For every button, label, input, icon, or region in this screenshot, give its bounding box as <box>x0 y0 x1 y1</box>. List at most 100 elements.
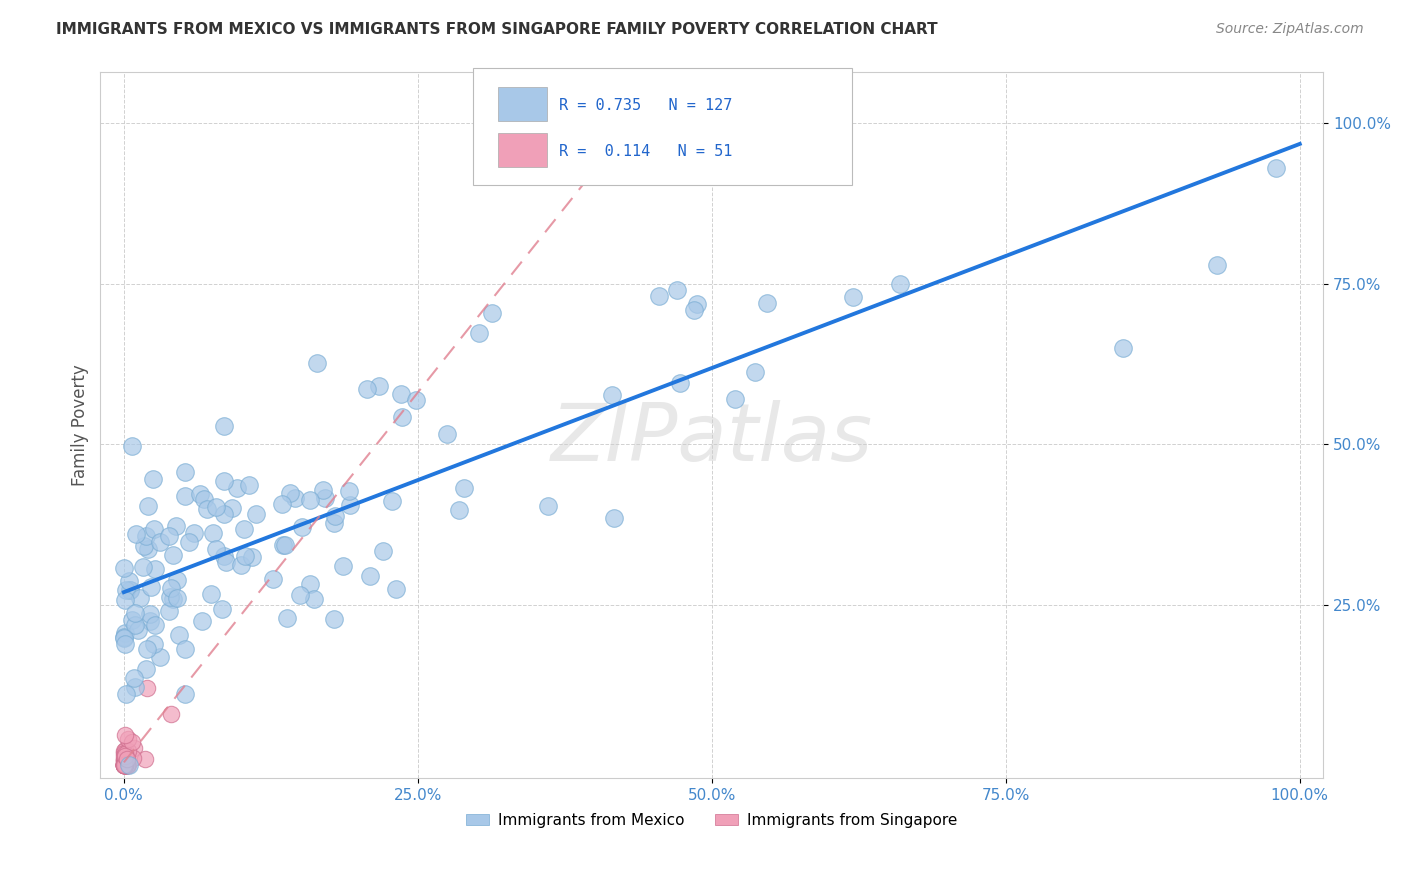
Point <box>262 572 284 586</box>
Point <box>359 569 381 583</box>
Point <box>121 751 143 765</box>
Point <box>221 500 243 515</box>
Point <box>115 583 138 598</box>
Point <box>686 297 709 311</box>
Point <box>143 637 166 651</box>
Point <box>121 735 143 749</box>
Point <box>120 583 142 598</box>
Point <box>1265 161 1288 176</box>
Point <box>112 744 135 758</box>
Point <box>112 758 135 772</box>
Point <box>195 502 218 516</box>
Point <box>453 481 475 495</box>
Point <box>112 757 135 772</box>
Point <box>136 541 159 556</box>
Point <box>214 549 236 563</box>
Point <box>127 623 149 637</box>
Point <box>114 687 136 701</box>
Point <box>149 650 172 665</box>
Point <box>114 631 136 645</box>
Point <box>312 483 335 497</box>
Point <box>114 758 136 772</box>
Point <box>212 419 235 434</box>
Point <box>136 642 159 657</box>
Point <box>122 740 145 755</box>
Point <box>371 544 394 558</box>
Point <box>114 727 136 741</box>
Point <box>233 522 256 536</box>
Point <box>167 628 190 642</box>
Point <box>160 706 183 721</box>
Point <box>270 497 292 511</box>
Point <box>235 549 257 563</box>
Text: R =  0.114   N = 51: R = 0.114 N = 51 <box>560 145 733 160</box>
Point <box>112 757 135 772</box>
Point <box>114 743 136 757</box>
Point <box>157 529 180 543</box>
Point <box>115 756 138 770</box>
Point <box>134 539 156 553</box>
Point <box>121 613 143 627</box>
Y-axis label: Family Poverty: Family Poverty <box>72 364 89 486</box>
Point <box>205 500 228 514</box>
Point <box>368 379 391 393</box>
Point <box>468 326 491 340</box>
Point <box>112 758 135 772</box>
Point <box>112 630 135 644</box>
Point <box>117 732 139 747</box>
Point <box>284 491 307 506</box>
Text: ZIPatlas: ZIPatlas <box>551 401 873 478</box>
Point <box>288 588 311 602</box>
Point <box>314 491 336 505</box>
Point <box>174 687 197 701</box>
Point <box>481 306 503 320</box>
FancyBboxPatch shape <box>498 134 547 168</box>
Point <box>332 559 354 574</box>
Point <box>214 474 236 488</box>
Point <box>238 477 260 491</box>
Point <box>755 296 778 310</box>
Point <box>1206 258 1229 272</box>
Point <box>245 508 267 522</box>
Point <box>112 756 135 770</box>
Point <box>124 606 146 620</box>
Point <box>114 756 136 771</box>
Point <box>115 750 138 764</box>
Point <box>112 758 135 772</box>
Point <box>744 365 766 379</box>
Point <box>143 618 166 632</box>
Point <box>112 758 135 772</box>
Point <box>114 625 136 640</box>
Point <box>276 610 298 624</box>
FancyBboxPatch shape <box>474 69 852 185</box>
Point <box>114 757 136 772</box>
Point <box>142 472 165 486</box>
Point <box>202 526 225 541</box>
Point <box>215 555 238 569</box>
Point <box>124 527 146 541</box>
Point <box>666 283 689 297</box>
Text: R = 0.735   N = 127: R = 0.735 N = 127 <box>560 97 733 112</box>
Point <box>118 758 141 772</box>
Point <box>537 500 560 514</box>
Point <box>273 538 295 552</box>
Point <box>112 749 135 764</box>
Point <box>112 758 135 772</box>
Point <box>112 757 135 772</box>
Point <box>391 409 413 424</box>
Point <box>136 681 159 696</box>
Point <box>190 487 212 501</box>
Point <box>323 612 346 626</box>
Point <box>114 747 136 761</box>
Point <box>212 508 235 522</box>
Point <box>112 757 135 772</box>
Point <box>124 680 146 694</box>
Point <box>149 535 172 549</box>
Point <box>291 520 314 534</box>
Point <box>159 581 181 595</box>
FancyBboxPatch shape <box>498 87 547 121</box>
Point <box>112 756 135 771</box>
Point <box>325 508 347 523</box>
Point <box>385 582 408 596</box>
Point <box>173 641 195 656</box>
